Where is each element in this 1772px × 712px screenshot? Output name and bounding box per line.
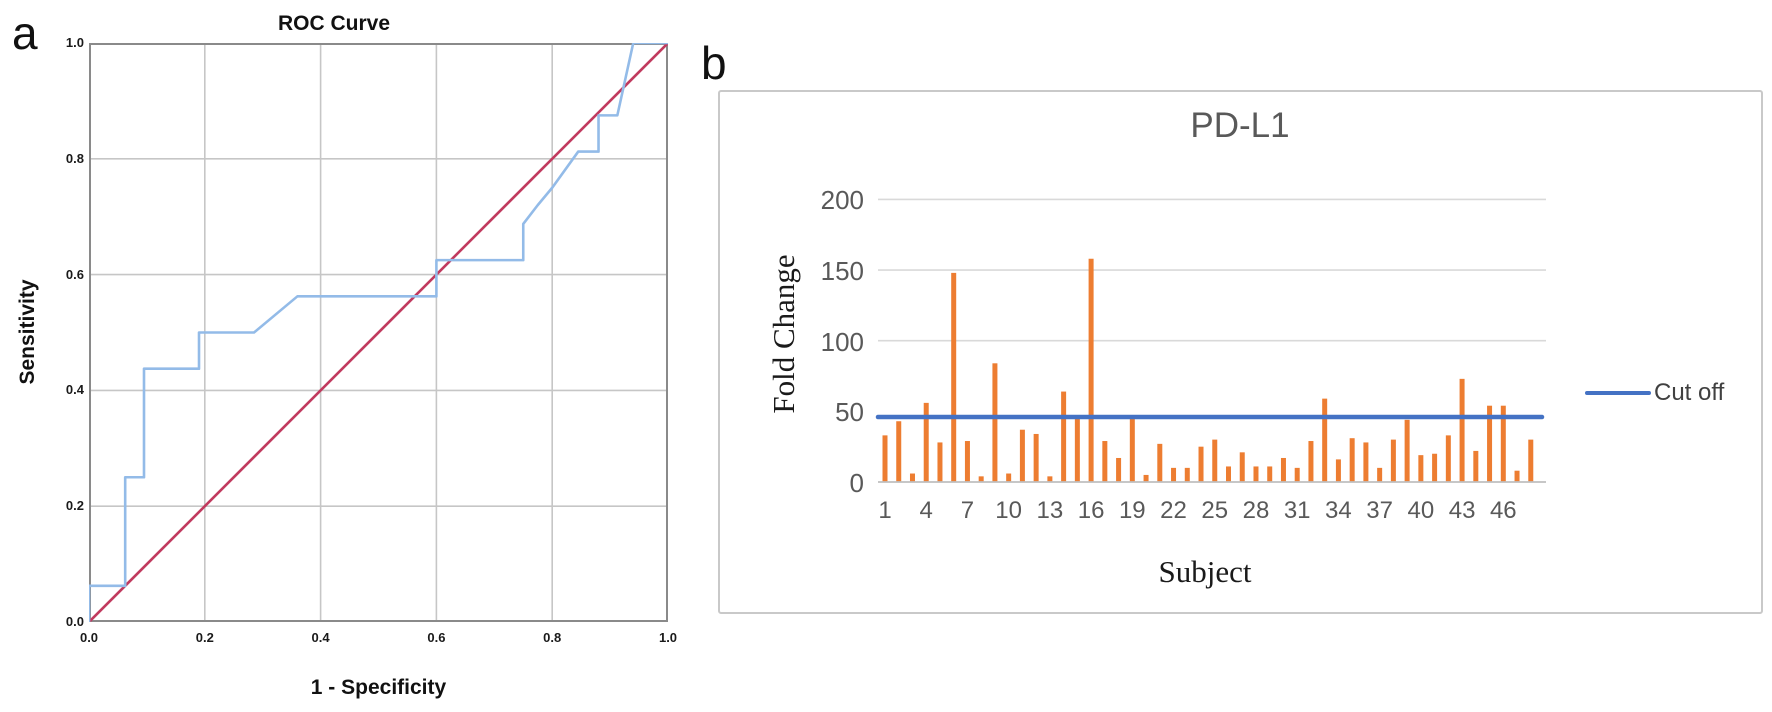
pdl1-x-tick: 34	[1325, 497, 1352, 524]
roc-plot-border	[89, 43, 668, 622]
fold-change-bar	[1061, 391, 1067, 482]
fold-change-bar	[1528, 439, 1534, 482]
fold-change-bar	[1445, 435, 1451, 482]
roc-y-tick: 0.4	[65, 382, 84, 398]
panel-a-label: a	[12, 7, 38, 59]
fold-change-bar	[1116, 457, 1122, 482]
fold-change-bar	[909, 473, 915, 482]
fold-change-bar	[1267, 466, 1273, 482]
roc-x-tick: 0.0	[79, 630, 99, 645]
roc-y-tick: 0.6	[65, 266, 84, 282]
pdl1-x-tick: 19	[1118, 497, 1146, 524]
pdl1-x-tick: 22	[1160, 497, 1187, 524]
roc-y-tick: 0.2	[65, 498, 84, 514]
fold-change-bar	[964, 441, 970, 482]
panel-b-label: b	[701, 37, 727, 89]
pdl1-y-tick: 150	[820, 256, 864, 287]
fold-change-bar	[937, 442, 943, 482]
fold-change-bar	[896, 421, 902, 482]
fold-change-bar	[1459, 378, 1465, 482]
fold-change-bar	[1514, 470, 1520, 482]
fold-change-bar	[1418, 455, 1424, 482]
fold-change-bar	[1239, 452, 1245, 482]
fold-change-bar	[1033, 433, 1039, 482]
fold-change-bar	[1088, 258, 1094, 482]
pdl1-y-tick: 0	[849, 468, 864, 498]
roc-reference-diagonal	[89, 43, 668, 622]
pdl1-x-axis-label: Subject	[1158, 554, 1252, 589]
pdl1-x-tick: 43	[1448, 497, 1476, 524]
roc-curve-line	[89, 43, 668, 622]
fold-change-bar	[992, 363, 998, 482]
roc-title: ROC Curve	[277, 12, 391, 35]
fold-change-bar	[1253, 466, 1259, 482]
fold-change-bar	[1047, 476, 1053, 482]
pdl1-chart-border	[718, 90, 1763, 614]
pdl1-y-tick: 100	[820, 326, 864, 357]
cutoff-legend: Cut off	[1585, 379, 1725, 406]
fold-change-bar	[1404, 419, 1410, 482]
fold-change-bar	[1473, 450, 1479, 482]
fold-change-bar	[1363, 442, 1369, 482]
fold-change-bar	[1308, 441, 1314, 482]
pdl1-x-tick: 16	[1077, 497, 1105, 524]
pdl1-x-tick: 46	[1489, 497, 1517, 524]
pdl1-plot-area	[875, 198, 1546, 483]
fold-change-bar	[882, 435, 888, 482]
pdl1-x-tick: 10	[995, 497, 1023, 524]
cutoff-legend-label: Cut off	[1654, 379, 1725, 406]
fold-change-bar	[1500, 405, 1506, 482]
pdl1-y-axis-label: Fold Change	[766, 254, 801, 414]
fold-change-bar	[1226, 466, 1231, 482]
fold-change-bar	[1006, 473, 1012, 482]
fold-change-bar	[1198, 446, 1204, 482]
roc-y-tick: 0.8	[65, 150, 84, 166]
pdl1-y-tick: 50	[835, 397, 864, 428]
fold-change-bar	[1487, 405, 1493, 482]
fold-change-bar	[923, 402, 929, 482]
fold-change-bar	[1335, 459, 1341, 482]
roc-x-tick: 0.4	[311, 630, 330, 645]
pdl1-x-tick: 13	[1036, 497, 1064, 524]
pdl1-y-tick: 200	[820, 185, 864, 216]
fold-change-bar	[1432, 453, 1438, 482]
fold-change-bar	[1129, 418, 1135, 482]
roc-plot-area	[89, 43, 668, 622]
pdl1-x-tick: 31	[1283, 497, 1311, 524]
fold-change-bar	[951, 272, 957, 482]
pdl1-title: PD-L1	[1190, 106, 1290, 145]
fold-change-bar	[1212, 439, 1218, 482]
pdl1-x-tick: 28	[1242, 497, 1270, 524]
pdl1-x-tick: 1	[878, 497, 892, 524]
roc-y-axis-label: Sensitivity	[16, 279, 39, 385]
pdl1-x-tick: 37	[1366, 497, 1393, 524]
pdl1-x-tick: 4	[919, 497, 933, 524]
fold-change-bar	[1280, 457, 1286, 482]
roc-x-axis-label: 1 - Specificity	[310, 676, 447, 699]
fold-change-bar	[1294, 467, 1300, 482]
fold-change-bar	[1102, 441, 1108, 482]
fold-change-bar	[1157, 443, 1163, 482]
fold-change-bar	[1322, 398, 1328, 482]
fold-change-bar	[1143, 474, 1149, 482]
fold-change-bar	[1184, 467, 1190, 482]
fold-change-bar	[978, 476, 984, 482]
roc-x-tick: 0.2	[195, 630, 214, 645]
roc-x-tick: 0.8	[543, 630, 562, 645]
pdl1-x-tick: 40	[1407, 497, 1435, 524]
fold-change-bar	[1377, 467, 1383, 482]
fold-change-bar	[1171, 467, 1177, 482]
pdl1-x-tick: 25	[1201, 497, 1229, 524]
roc-y-tick: 0.0	[65, 614, 84, 629]
roc-x-tick: 1.0	[658, 630, 678, 645]
fold-change-bar	[1390, 439, 1396, 482]
roc-y-tick: 1.0	[65, 35, 84, 50]
fold-change-bar	[1074, 418, 1080, 482]
fold-change-bar	[1019, 429, 1025, 482]
pdl1-x-tick: 7	[960, 497, 975, 524]
roc-x-tick: 0.6	[427, 630, 446, 645]
fold-change-bar	[1349, 438, 1355, 482]
cutoff-legend-line-icon	[1585, 391, 1651, 395]
